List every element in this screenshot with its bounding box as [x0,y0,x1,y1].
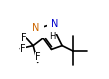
Text: H: H [49,32,55,41]
Text: F: F [35,52,41,62]
Text: F: F [20,44,26,54]
Text: N: N [51,19,59,29]
Text: F: F [21,33,26,43]
Text: N: N [32,23,39,33]
